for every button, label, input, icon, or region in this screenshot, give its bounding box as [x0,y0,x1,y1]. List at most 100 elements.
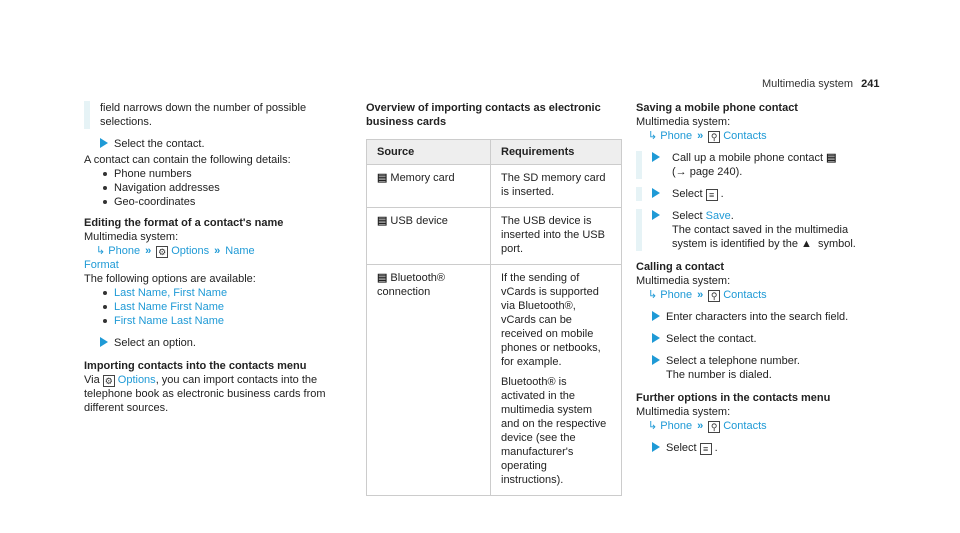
step-text: Enter characters into the search field. [666,311,849,323]
text: , you can import contacts into the telep… [84,374,326,414]
list-item: Geo-coordinates [84,195,356,209]
step-arrow-icon [100,138,108,148]
step-text: (→ page 240). [672,166,743,178]
step-text: Select [666,442,697,454]
chevron-icon: » [697,420,704,432]
step-text: Select a telephone number. [666,355,800,367]
multimedia-label: Multimedia system: [636,406,731,418]
multimedia-label: Multimedia system: [84,231,179,243]
memory-card-icon: ▤ [377,172,388,184]
phone-contact-icon: ▤ [826,152,837,164]
path-options-link[interactable]: Options [171,245,210,257]
path-hook-icon: ↳ [648,130,658,142]
further-heading: Further options in the contacts menu [636,392,831,404]
table-cell: ▤ Memory card [366,164,491,208]
overview-heading: Overview of importing contacts as electr… [366,102,601,128]
step-text: Select the contact. [666,333,757,345]
multimedia-label: Multimedia system: [636,275,731,287]
save-link[interactable]: Save [705,210,731,222]
path-hook-icon: ↳ [96,245,106,257]
table-row: ▤ USB device The USB device is inserted i… [366,207,622,265]
cell-text: Bluetooth® connection [377,272,445,298]
step-arrow-icon [652,188,660,198]
option-item[interactable]: Last Name, First Name [84,286,356,300]
path-contacts-link[interactable]: Contacts [723,130,767,142]
call-heading: Calling a contact [636,261,725,273]
chevron-icon: » [145,245,152,257]
path-hook-icon: ↳ [648,420,658,432]
menu-path: ↳ Phone » ⚲ Contacts [636,288,876,302]
path-contacts-link[interactable]: Contacts [723,420,767,432]
table-cell: ▤ USB device [366,207,491,265]
column-3: Saving a mobile phone contact Multimedia… [636,101,876,457]
table-cell: ▤ Bluetooth® connection [366,264,491,496]
path-phone-link[interactable]: Phone [660,289,693,301]
chevron-icon: » [214,245,221,257]
multimedia-label: Multimedia system: [636,116,731,128]
section-title: Multimedia system [762,78,854,90]
path-phone-link[interactable]: Phone [660,130,693,142]
step-arrow-icon [652,210,660,220]
chevron-icon: » [697,289,704,301]
saved-contact-icon: ▲ [801,238,812,250]
step-select-menu: Select ≡. [636,441,876,455]
step-text: Select an option. [114,337,196,349]
text: Via [84,374,100,386]
table-header-row: Source Requirements [366,139,622,165]
table-row: ▤ Memory card The SD memory card is inser… [366,164,622,208]
step-text: The number is dialed. [666,369,772,381]
list-item: Navigation addresses [84,181,356,195]
option-item[interactable]: First Name Last Name [84,314,356,328]
page-header: Multimedia system 241 [762,77,922,91]
path-phone-link[interactable]: Phone [108,245,141,257]
details-lead: A contact can contain the following deta… [84,154,291,166]
step-text: Select the contact. [114,138,205,150]
menu-path: ↳ Phone » ⚙ Options » Name [84,244,356,258]
usb-icon: ▤ [377,215,388,227]
step-select-option: Select an option. [84,336,356,350]
option-item[interactable]: Last Name First Name [84,300,356,314]
step-select-menu: Select ≡. [636,187,876,201]
cell-text: Bluetooth® is activated in the multimedi… [501,376,607,486]
list-item: Phone numbers [84,167,356,181]
path-name-link[interactable]: Name [225,245,255,257]
path-contacts-link[interactable]: Contacts [723,289,767,301]
search-icon: ⚲ [708,131,721,143]
step-arrow-icon [652,311,660,321]
editing-heading: Editing the format of a contact's name [84,217,284,229]
step-text: The contact saved in the multimedia syst… [672,224,849,250]
save-heading: Saving a mobile phone contact [636,102,798,114]
import-heading: Importing contacts into the contacts men… [84,360,307,372]
column-1: field narrows down the number of possibl… [84,101,356,415]
step-text: Select [672,210,703,222]
table-row: ▤ Bluetooth® connection If the sending of… [366,264,622,496]
step-select-number: Select a telephone number. The number is … [636,354,876,382]
options-link[interactable]: Options [117,374,156,386]
step-select-contact: Select the contact. [636,332,876,346]
cell-text: If the sending of vCards is supported vi… [501,272,601,368]
path-hook-icon: ↳ [648,289,658,301]
step-text: Call up a mobile phone contact [672,152,824,164]
path-format-link[interactable]: Format [84,259,119,271]
table-cell: The USB device is inserted into the USB … [490,207,622,265]
bluetooth-icon: ▤ [377,272,388,284]
path-phone-link[interactable]: Phone [660,420,693,432]
menu-icon: ≡ [705,189,718,201]
menu-icon: ≡ [699,443,712,455]
table-header: Requirements [490,139,622,165]
gear-icon: ⚙ [156,246,169,258]
step-arrow-icon [652,152,660,162]
table-header: Source [366,139,491,165]
table-cell: If the sending of vCards is supported vi… [490,264,622,496]
import-text: Via ⚙ Options, you can import contacts in… [84,373,356,415]
step-arrow-icon [100,337,108,347]
intro-text: field narrows down the number of possibl… [84,101,356,129]
options-lead: The following options are available: [84,273,256,285]
step-arrow-icon [652,333,660,343]
page-number: 241 [861,78,880,90]
step-select-contact: Select the contact. [84,137,356,151]
menu-path: ↳ Phone » ⚲ Contacts [636,419,876,433]
search-icon: ⚲ [708,290,721,302]
cell-text: Memory card [390,172,455,184]
step-call-up: Call up a mobile phone contact ▤ (→ page … [636,151,876,179]
